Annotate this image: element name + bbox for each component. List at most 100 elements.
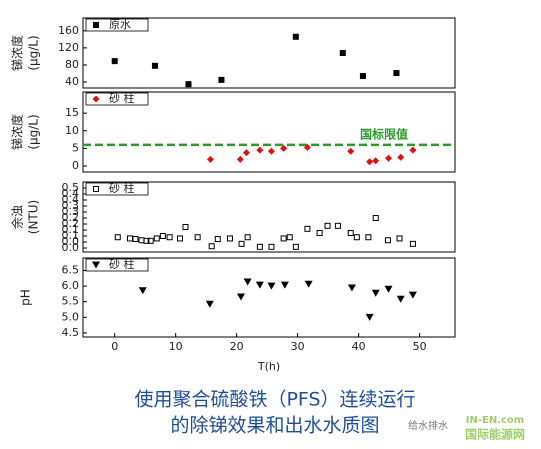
point bbox=[256, 243, 263, 250]
y-axis-label: 锑浓度 bbox=[10, 114, 25, 150]
point bbox=[159, 233, 166, 240]
point bbox=[280, 281, 289, 289]
point bbox=[396, 235, 403, 242]
legend-label: 砂 柱 bbox=[109, 181, 135, 195]
point bbox=[267, 147, 275, 155]
y-axis-label: (μg/L) bbox=[27, 35, 41, 70]
y-tick-label: 120 bbox=[58, 41, 79, 54]
point bbox=[267, 282, 276, 290]
point bbox=[226, 235, 233, 242]
y-axis-label: 锑浓度 bbox=[10, 35, 25, 71]
point bbox=[153, 235, 160, 242]
point bbox=[185, 81, 192, 88]
watermark: 国际能源网 bbox=[465, 427, 525, 442]
point bbox=[408, 291, 417, 299]
point bbox=[93, 186, 99, 192]
y-tick-label: 6.0 bbox=[62, 279, 80, 292]
point bbox=[126, 235, 133, 242]
x-axis-label: T(h) bbox=[257, 360, 280, 373]
x-tick-label: 40 bbox=[352, 340, 366, 353]
plot-frame bbox=[82, 181, 456, 253]
legend-box bbox=[85, 258, 149, 272]
x-tick-label: 50 bbox=[413, 340, 427, 353]
legend-label: 原水 bbox=[109, 18, 131, 31]
point bbox=[393, 70, 400, 77]
watermark: 给水排水 bbox=[408, 419, 448, 432]
y-axis-label: 余浊 bbox=[10, 205, 25, 229]
y-tick-label: 10 bbox=[65, 124, 79, 137]
point bbox=[138, 237, 145, 244]
point bbox=[208, 243, 215, 250]
point bbox=[111, 58, 118, 65]
plot-frame bbox=[82, 91, 456, 173]
point bbox=[236, 293, 245, 301]
y-tick-label: 4.5 bbox=[62, 326, 80, 339]
y-tick-label: 0.4 bbox=[62, 187, 80, 200]
point bbox=[182, 224, 189, 231]
point bbox=[409, 146, 417, 154]
y-tick-label: 40 bbox=[65, 75, 79, 88]
point bbox=[365, 313, 374, 321]
point bbox=[353, 234, 360, 241]
point bbox=[409, 240, 416, 247]
x-tick-label: 20 bbox=[230, 340, 244, 353]
point bbox=[385, 154, 393, 162]
point bbox=[147, 237, 154, 244]
y-tick-label: 0.3 bbox=[62, 205, 80, 218]
y-tick-label: 0.1 bbox=[62, 229, 80, 242]
point bbox=[339, 50, 346, 56]
x-tick-label: 0 bbox=[111, 340, 118, 353]
point bbox=[396, 295, 405, 303]
y-axis-label: pH bbox=[19, 289, 33, 306]
point bbox=[286, 234, 293, 241]
caption: 的除锑效果和出水水质图 bbox=[170, 415, 379, 437]
point bbox=[218, 76, 225, 83]
y-tick-label: 0.3 bbox=[62, 199, 80, 212]
point bbox=[304, 280, 313, 288]
point bbox=[236, 155, 244, 163]
y-tick-label: 80 bbox=[65, 58, 79, 71]
point bbox=[324, 222, 331, 229]
watermark: IN-EN.com bbox=[466, 415, 524, 426]
point bbox=[292, 243, 299, 250]
legend-label: 砂 柱 bbox=[109, 257, 135, 271]
point bbox=[365, 234, 372, 241]
y-axis-label: (NTU) bbox=[27, 200, 41, 234]
point bbox=[255, 281, 264, 289]
point bbox=[347, 147, 355, 155]
point bbox=[206, 155, 214, 163]
y-tick-label: 5 bbox=[72, 141, 79, 154]
point bbox=[347, 230, 354, 237]
point bbox=[384, 237, 391, 244]
point bbox=[114, 234, 121, 241]
point bbox=[132, 236, 139, 243]
point bbox=[242, 149, 250, 157]
y-tick-label: 0.0 bbox=[62, 241, 80, 254]
point bbox=[166, 234, 173, 241]
point bbox=[214, 236, 221, 243]
legend-box bbox=[85, 92, 149, 106]
x-tick-label: 10 bbox=[169, 340, 183, 353]
point bbox=[194, 234, 201, 241]
point bbox=[366, 158, 374, 166]
y-tick-label: 5.5 bbox=[62, 295, 80, 308]
y-tick-label: 6.5 bbox=[62, 263, 80, 276]
y-tick-label: 0.1 bbox=[62, 223, 80, 236]
point bbox=[243, 278, 252, 286]
y-tick-label: 15 bbox=[65, 106, 79, 119]
point bbox=[93, 22, 99, 28]
point bbox=[151, 62, 158, 69]
point bbox=[280, 144, 288, 152]
point bbox=[138, 287, 147, 295]
point bbox=[334, 222, 341, 229]
y-tick-label: 160 bbox=[58, 24, 79, 37]
caption: 使用聚合硫酸铁（PFS）连续运行 bbox=[134, 389, 415, 411]
y-tick-label: 0.4 bbox=[62, 193, 80, 206]
plot-frame bbox=[82, 257, 456, 338]
reference-label: 国标限值 bbox=[360, 126, 408, 141]
point bbox=[304, 225, 311, 232]
point bbox=[92, 95, 100, 103]
point bbox=[371, 289, 380, 297]
legend-label: 砂 柱 bbox=[109, 91, 135, 105]
